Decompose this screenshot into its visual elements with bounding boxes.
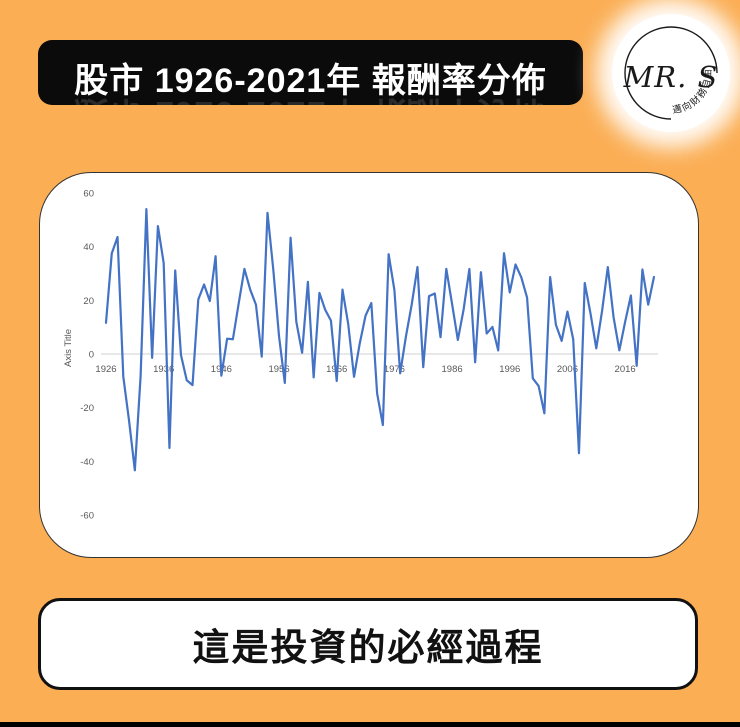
logo-circle-outline [624,26,718,120]
y-tick-label: 60 [83,189,94,200]
y-tick-label: 0 [89,350,94,361]
y-tick-label: -60 [80,510,94,521]
x-tick-label: 1996 [499,364,520,375]
y-axis-title: Axis Title [63,329,74,367]
x-tick-label: 1956 [268,364,289,375]
x-tick-label: 1986 [442,364,463,375]
title-banner: 股市 1926-2021年 報酬率分佈 股市 1926-2021年 報酬率分佈 [38,40,583,105]
logo-wordmark: MR. S [623,60,719,94]
returns-series-line [104,208,656,472]
brand-logo: MR. S 邁向財務自由 [623,26,719,120]
page-title-reflection: 股市 1926-2021年 報酬率分佈 [38,92,583,105]
y-tick-label: 20 [83,296,94,307]
y-tick-label: -40 [80,457,94,468]
x-tick-label: 1976 [384,364,405,375]
x-tick-label: 2006 [557,364,578,375]
page-title: 股市 1926-2021年 報酬率分佈 [74,62,547,100]
y-tick-label: -20 [80,403,94,414]
chart-card: Axis Title 60 40 20 0 -20 -40 -60 1926 1936 1946 1… [39,172,699,558]
bottom-edge-bar [0,722,740,727]
caption-card: 這是投資的必經過程 [38,598,698,690]
caption-text: 這是投資的必經過程 [192,627,544,668]
x-tick-label: 1936 [153,364,174,375]
x-tick-label: 1926 [95,364,116,375]
y-tick-label: 40 [83,242,94,253]
logo-glow-circle [612,14,730,132]
x-tick-label: 2016 [615,364,636,375]
